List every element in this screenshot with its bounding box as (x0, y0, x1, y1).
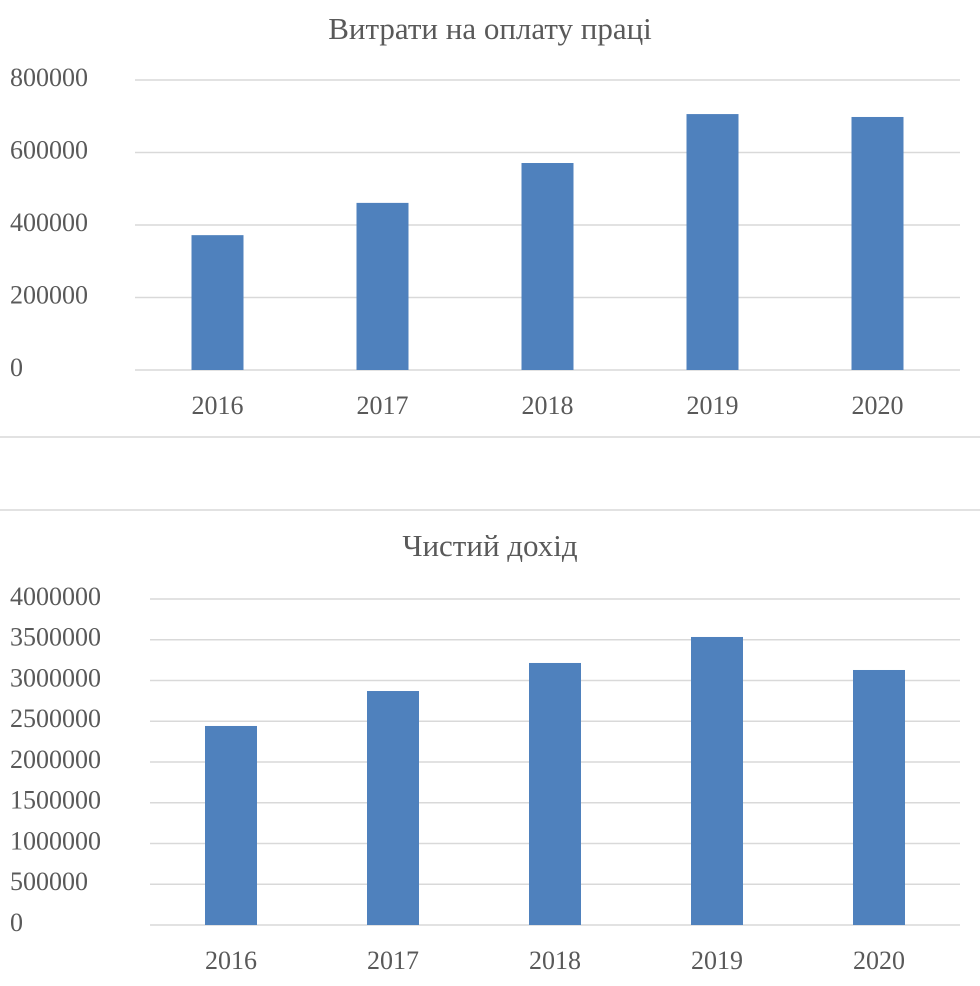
y-tick-label: 2500000 (10, 704, 101, 733)
x-tick-label: 2018 (529, 946, 581, 975)
bar (205, 725, 257, 925)
bar (686, 114, 739, 370)
bar (853, 669, 905, 925)
y-tick-label: 3500000 (10, 623, 101, 652)
x-tick-label: 2016 (192, 391, 244, 420)
chart-title: Витрати на оплату праці (328, 11, 652, 46)
y-tick-label: 500000 (10, 867, 88, 896)
y-tick-label: 0 (10, 353, 23, 382)
x-tick-label: 2018 (522, 391, 574, 420)
bar (367, 691, 419, 925)
x-tick-label: 2020 (853, 946, 905, 975)
x-tick-label: 2020 (852, 391, 904, 420)
x-tick-label: 2019 (687, 391, 739, 420)
y-tick-label: 800000 (10, 63, 88, 92)
x-tick-label: 2016 (205, 946, 257, 975)
bar (521, 163, 574, 370)
bar (851, 116, 904, 370)
x-tick-label: 2019 (691, 946, 743, 975)
y-tick-label: 3000000 (10, 663, 101, 692)
y-tick-label: 1000000 (10, 826, 101, 855)
y-tick-label: 600000 (10, 135, 88, 164)
x-tick-label: 2017 (367, 946, 419, 975)
y-tick-label: 2000000 (10, 745, 101, 774)
y-tick-label: 4000000 (10, 582, 101, 611)
y-tick-label: 1500000 (10, 786, 101, 815)
y-tick-label: 400000 (10, 208, 88, 237)
bar (356, 202, 409, 370)
chart-title: Чистий дохід (402, 528, 578, 563)
bar (191, 235, 244, 370)
y-tick-label: 0 (10, 908, 23, 937)
x-tick-label: 2017 (357, 391, 409, 420)
y-tick-label: 200000 (10, 280, 88, 309)
bar (529, 662, 581, 925)
bar (691, 636, 743, 925)
